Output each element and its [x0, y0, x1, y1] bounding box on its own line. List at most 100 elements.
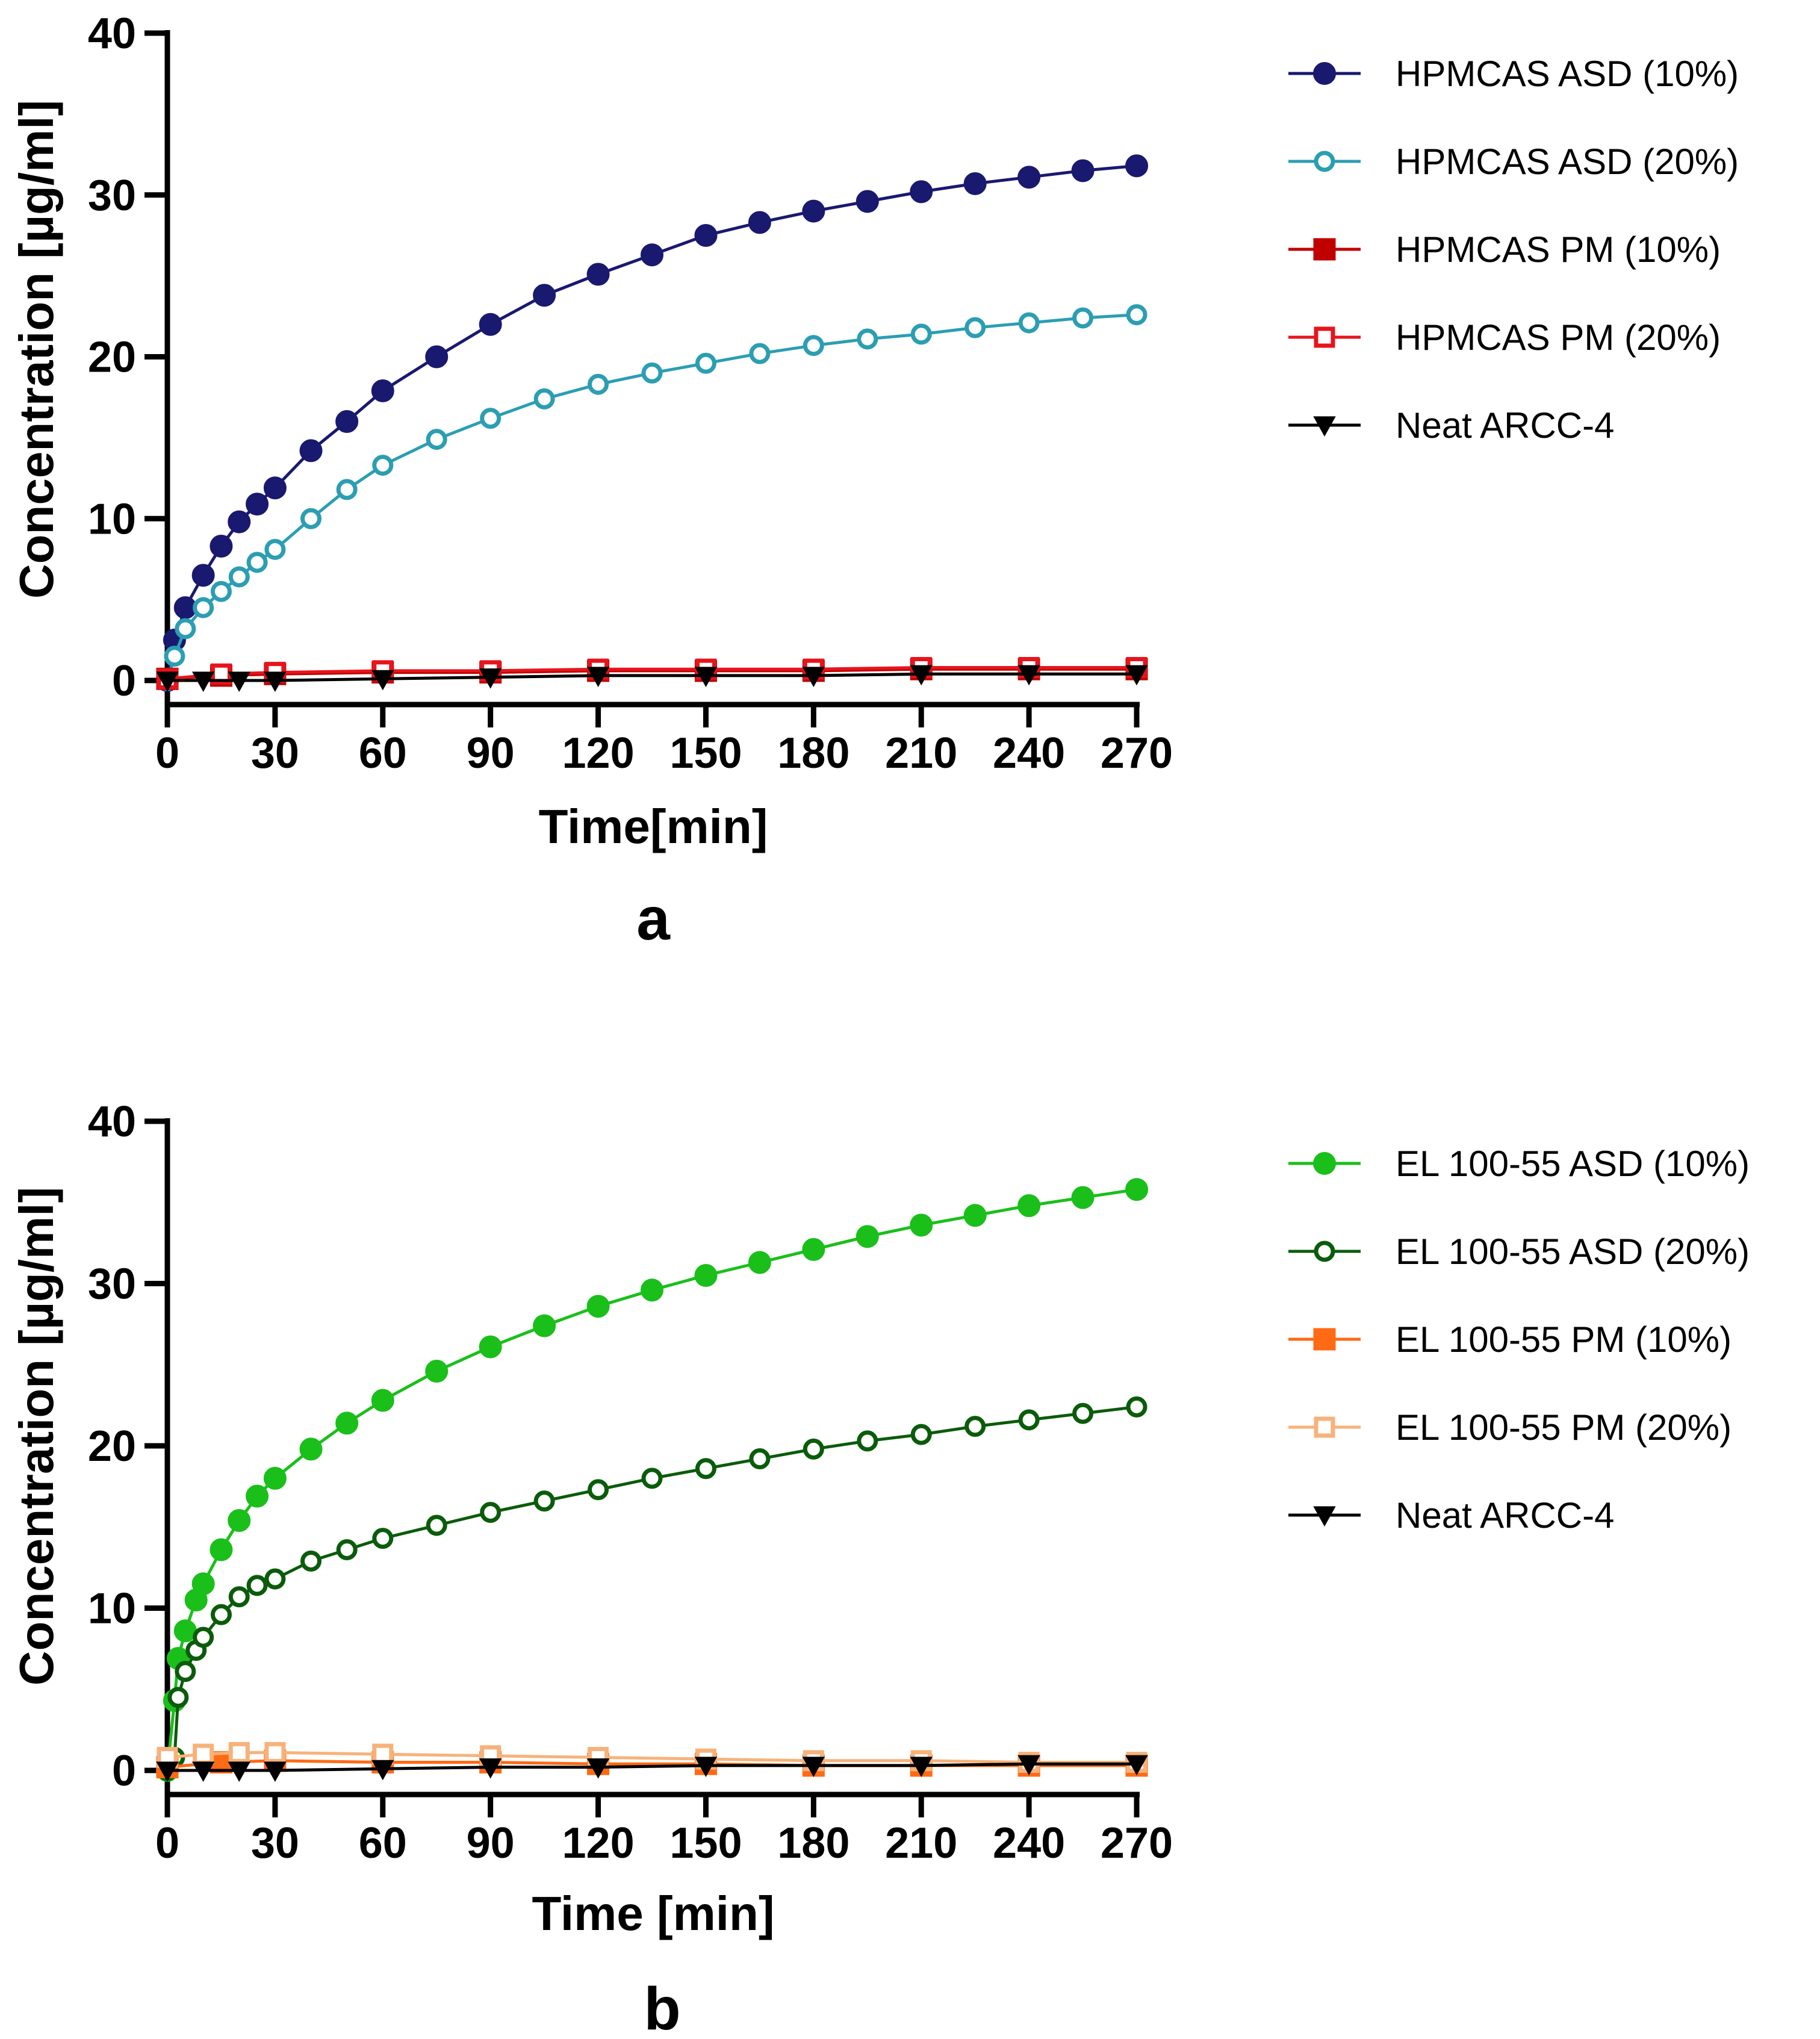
series-hpmcas-asd-20 — [157, 304, 1148, 691]
data-point — [1126, 1396, 1148, 1418]
legend-label: EL 100-55 ASD (10%) — [1396, 1144, 1750, 1184]
data-point — [1018, 1409, 1040, 1431]
data-point — [910, 1213, 933, 1237]
data-point — [533, 1314, 556, 1337]
legend-marker — [1313, 416, 1336, 437]
legend-label: Neat ARCC-4 — [1396, 405, 1614, 446]
data-point — [856, 190, 879, 213]
data-point — [910, 665, 933, 686]
series-line — [166, 164, 1137, 681]
data-point — [803, 335, 824, 356]
data-point — [1125, 1178, 1148, 1201]
legend-entry-el-100-55-pm-20: EL 100-55 PM (20%) — [1288, 1407, 1731, 1448]
data-point — [335, 410, 359, 433]
data-point — [425, 345, 449, 369]
y-tick-label: 10 — [88, 495, 136, 543]
series-line — [167, 672, 1137, 682]
legend-entry-neat-arcc-4: Neat ARCC-4 — [1288, 405, 1614, 446]
x-tick-label: 150 — [669, 1819, 742, 1867]
data-point — [533, 388, 555, 409]
data-point — [802, 667, 825, 687]
legend-label: EL 100-55 ASD (20%) — [1396, 1231, 1750, 1272]
x-tick-label: 270 — [1101, 1819, 1173, 1867]
x-tick-label: 30 — [251, 729, 299, 777]
y-tick-label: 10 — [88, 1585, 136, 1633]
x-tick-label: 180 — [777, 729, 849, 777]
data-point — [264, 1742, 286, 1763]
x-tick-label: 240 — [993, 729, 1065, 777]
x-tick-label: 90 — [467, 1819, 515, 1867]
data-point — [264, 671, 287, 693]
data-point — [299, 439, 323, 462]
x-tick-label: 270 — [1101, 729, 1173, 777]
data-point — [694, 667, 718, 687]
plot-area-a — [156, 154, 1148, 693]
x-tick-label: 60 — [359, 729, 407, 777]
data-point — [1017, 166, 1041, 189]
data-point — [210, 1604, 232, 1625]
y-tick-label: 40 — [88, 1098, 136, 1146]
data-point — [533, 284, 556, 307]
y-tick-label: 20 — [88, 334, 136, 382]
data-point — [586, 1295, 610, 1318]
data-point — [695, 352, 716, 374]
legend-a: HPMCAS ASD (10%) HPMCAS ASD (20%) HPMCAS P… — [1288, 54, 1739, 446]
data-point — [300, 1550, 322, 1572]
legend-label: HPMCAS PM (20%) — [1396, 317, 1721, 358]
x-tick-label: 120 — [562, 1819, 634, 1867]
data-point — [533, 1490, 555, 1512]
data-point — [641, 243, 663, 267]
legend-label: EL 100-55 PM (10%) — [1396, 1319, 1731, 1360]
data-point — [641, 362, 663, 384]
data-point — [480, 1501, 502, 1523]
data-point — [336, 479, 358, 500]
data-point — [1125, 1755, 1148, 1776]
data-point — [964, 1416, 986, 1437]
legend-entry-el-100-55-pm-10: EL 100-55 PM (10%) — [1288, 1319, 1731, 1360]
data-point — [191, 1761, 215, 1782]
data-point — [963, 172, 987, 195]
data-point — [191, 671, 215, 693]
data-point — [910, 323, 932, 345]
data-point — [164, 646, 185, 667]
data-point — [857, 1430, 878, 1452]
legend-marker — [1313, 1506, 1336, 1527]
data-point — [372, 1528, 394, 1549]
data-point — [210, 581, 232, 602]
legend-label: EL 100-55 PM (20%) — [1396, 1407, 1731, 1448]
x-tick-label: 0 — [155, 729, 179, 777]
data-point — [246, 1484, 269, 1508]
data-point — [479, 1758, 502, 1779]
data-point — [963, 1204, 987, 1227]
x-tick-label: 210 — [885, 729, 957, 777]
y-tick-label: 30 — [88, 172, 136, 220]
y-axis-title-b: Concentration [µg/ml] — [10, 1187, 63, 1686]
data-point — [228, 1761, 250, 1782]
data-point — [748, 1251, 771, 1274]
legend-entry-el-100-55-asd-10: EL 100-55 ASD (10%) — [1288, 1144, 1750, 1184]
data-point — [802, 199, 825, 223]
legend-marker — [1313, 238, 1336, 261]
data-point — [175, 618, 196, 640]
data-point — [1071, 1186, 1095, 1209]
x-tick-label: 240 — [993, 1819, 1065, 1867]
data-point — [586, 263, 610, 286]
data-point — [264, 538, 286, 560]
data-point — [910, 180, 933, 204]
data-point — [748, 211, 771, 234]
data-point — [264, 1568, 286, 1590]
legend-entry-hpmcas-asd-10: HPMCAS ASD (10%) — [1288, 54, 1739, 94]
legend-marker — [1314, 1241, 1335, 1262]
legend-entry-hpmcas-pm-10: HPMCAS PM (10%) — [1288, 229, 1721, 270]
x-axis-title-a: Time[min] — [539, 800, 768, 853]
data-point — [588, 373, 609, 395]
data-point — [299, 1437, 323, 1461]
y-tick-label: 30 — [88, 1260, 136, 1309]
panel-label-b: b — [644, 1975, 680, 2039]
data-point — [191, 1572, 215, 1596]
data-point — [228, 1586, 250, 1608]
data-point — [264, 1761, 287, 1782]
y-axis-title-a: Concentration [µg/ml] — [10, 100, 63, 599]
data-point — [856, 1225, 879, 1248]
data-point — [641, 1468, 663, 1489]
